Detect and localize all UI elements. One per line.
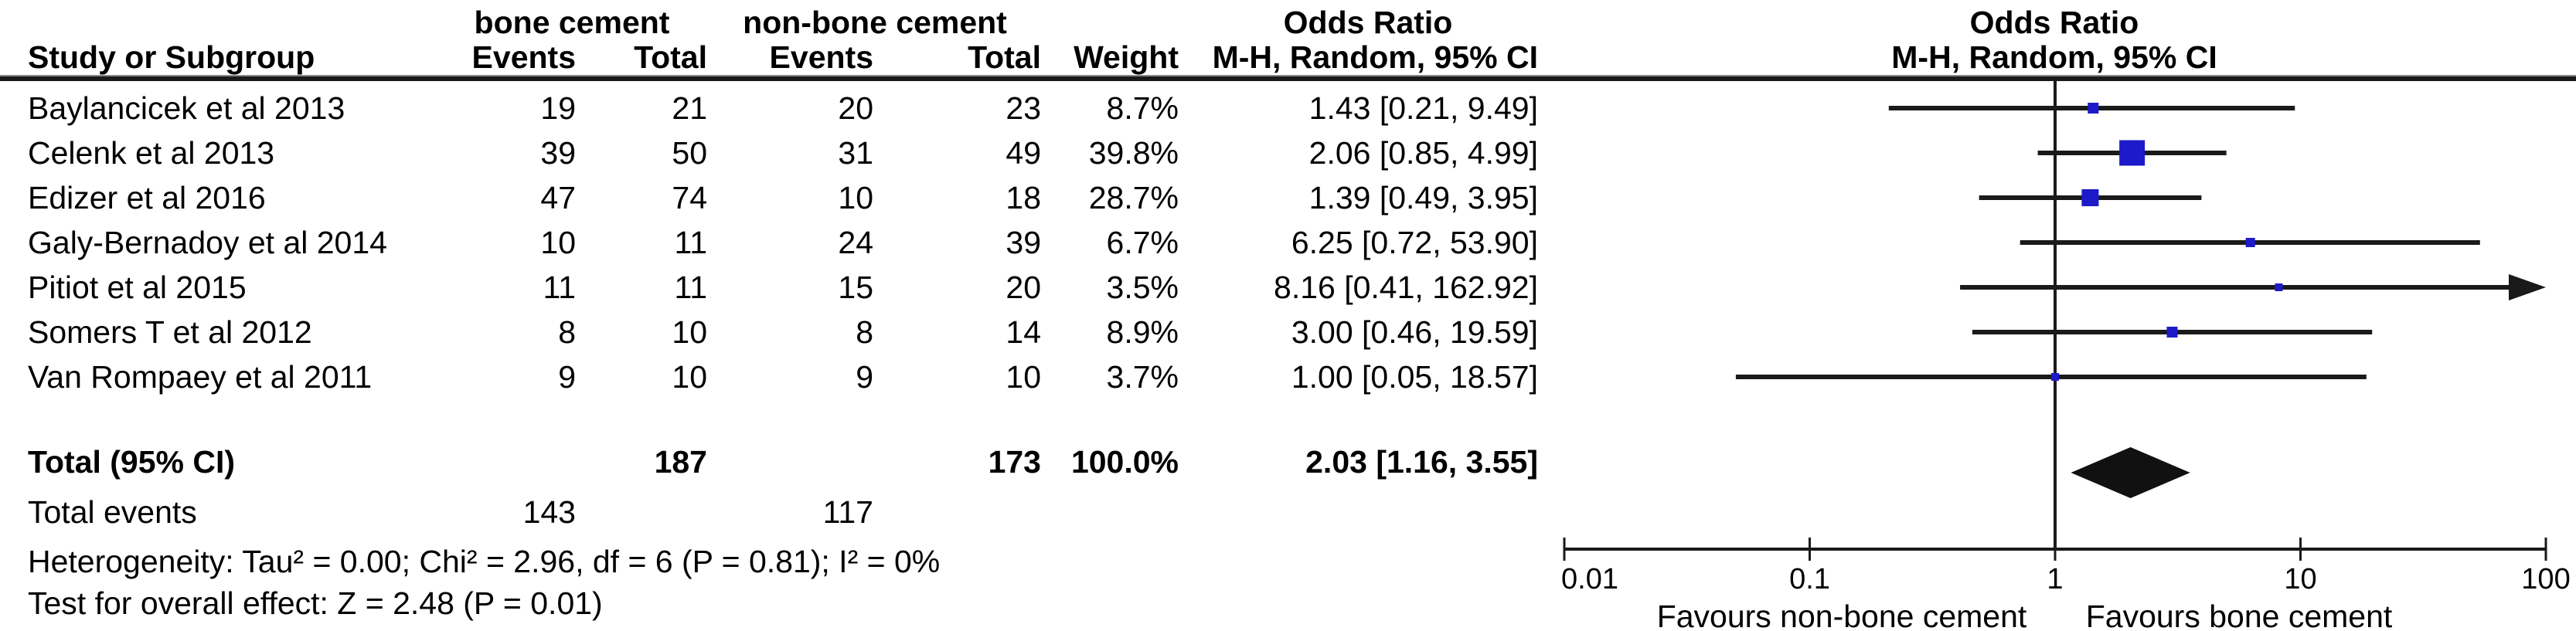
weight-value: 39.8% xyxy=(1088,135,1179,171)
total-events-events2: 117 xyxy=(822,494,873,530)
overall-effect-test: Test for overall effect: Z = 2.48 (P = 0… xyxy=(28,585,603,621)
total1-value: 11 xyxy=(674,225,707,260)
events2-value: 20 xyxy=(838,90,873,126)
total1-value: 10 xyxy=(672,359,707,395)
or-column-header-line2: M-H, Random, 95% CI xyxy=(1212,39,1538,75)
events1-value: 19 xyxy=(540,90,576,126)
axis-tick-label: 0.01 xyxy=(1561,563,1618,595)
total1-value: 11 xyxy=(674,270,707,305)
weight-value: 3.5% xyxy=(1106,270,1179,305)
weight-value: 6.7% xyxy=(1106,225,1179,260)
total1-value: 21 xyxy=(672,90,707,126)
favours-left-label: Favours non-bone cement xyxy=(1657,599,2027,631)
total-row-label: Total (95% CI) xyxy=(28,444,236,480)
or-marker xyxy=(2051,373,2059,381)
or-ci-value: 8.16 [0.41, 162.92] xyxy=(1274,270,1538,305)
total2-value: 18 xyxy=(1006,180,1041,215)
total-row-total2: 173 xyxy=(988,444,1041,480)
or-ci-value: 1.43 [0.21, 9.49] xyxy=(1308,90,1538,126)
column-header-events1: Events xyxy=(471,39,576,75)
favours-right-label: Favours bone cement xyxy=(2086,599,2393,631)
or-ci-value: 6.25 [0.72, 53.90] xyxy=(1291,225,1538,260)
total1-value: 74 xyxy=(672,180,707,215)
total-events-events1: 143 xyxy=(522,494,576,530)
summary-diamond xyxy=(2071,447,2190,498)
events1-value: 8 xyxy=(558,314,576,350)
events1-value: 47 xyxy=(540,180,576,215)
weight-value: 8.7% xyxy=(1106,90,1179,126)
axis-tick-label: 10 xyxy=(2284,563,2316,595)
or-marker xyxy=(2088,103,2099,114)
or-marker xyxy=(2166,327,2178,338)
or-column-header-line1: Odds Ratio xyxy=(1283,5,1453,40)
column-header-total2: Total xyxy=(968,39,1041,75)
events2-value: 9 xyxy=(856,359,873,395)
weight-value: 28.7% xyxy=(1088,180,1179,215)
plot-header-line1: Odds Ratio xyxy=(1969,5,2139,40)
events1-value: 11 xyxy=(543,270,576,305)
arrow-right-icon xyxy=(2509,274,2546,300)
total-row-weight: 100.0% xyxy=(1070,444,1179,480)
total-events-label: Total events xyxy=(28,494,197,530)
plot-header-line2: M-H, Random, 95% CI xyxy=(1891,39,2217,75)
or-marker xyxy=(2081,189,2099,206)
study-name: Celenk et al 2013 xyxy=(28,135,275,171)
study-name: Van Rompaey et al 2011 xyxy=(28,359,373,395)
weight-value: 3.7% xyxy=(1106,359,1179,395)
column-header-weight: Weight xyxy=(1074,39,1179,75)
events2-value: 31 xyxy=(838,135,873,171)
or-ci-value: 3.00 [0.46, 19.59] xyxy=(1291,314,1538,350)
total2-value: 14 xyxy=(1006,314,1041,350)
or-ci-value: 1.00 [0.05, 18.57] xyxy=(1291,359,1538,395)
events2-value: 15 xyxy=(838,270,873,305)
column-header-events2: Events xyxy=(769,39,873,75)
total1-value: 50 xyxy=(672,135,707,171)
column-header-total1: Total xyxy=(634,39,707,75)
total2-value: 23 xyxy=(1006,90,1041,126)
axis-tick-label: 1 xyxy=(2047,563,2063,595)
heterogeneity-stats: Heterogeneity: Tau² = 0.00; Chi² = 2.96,… xyxy=(28,544,941,579)
total2-value: 49 xyxy=(1006,135,1041,171)
events1-value: 10 xyxy=(540,225,576,260)
study-name: Baylancicek et al 2013 xyxy=(28,90,345,126)
or-ci-value: 2.06 [0.85, 4.99] xyxy=(1308,135,1538,171)
study-name: Galy-Bernadoy et al 2014 xyxy=(28,225,387,260)
total2-value: 20 xyxy=(1006,270,1041,305)
axis-tick-label: 100 xyxy=(2521,563,2570,595)
study-name: Edizer et al 2016 xyxy=(28,180,266,215)
axis-tick-label: 0.1 xyxy=(1789,563,1830,595)
total-row-total1: 187 xyxy=(654,444,707,480)
or-marker xyxy=(2275,283,2283,291)
total1-value: 10 xyxy=(672,314,707,350)
total2-value: 39 xyxy=(1006,225,1041,260)
total2-value: 10 xyxy=(1006,359,1041,395)
group2-header: non-bone cement xyxy=(743,5,1007,40)
events2-value: 24 xyxy=(838,225,873,260)
events1-value: 9 xyxy=(558,359,576,395)
events1-value: 39 xyxy=(540,135,576,171)
study-name: Somers T et al 2012 xyxy=(28,314,312,350)
events2-value: 10 xyxy=(838,180,873,215)
or-marker xyxy=(2119,140,2146,166)
or-ci-value: 1.39 [0.49, 3.95] xyxy=(1308,180,1538,215)
header-separator xyxy=(0,75,2576,81)
or-marker xyxy=(2245,238,2255,247)
events2-value: 8 xyxy=(856,314,873,350)
study-name: Pitiot et al 2015 xyxy=(28,270,247,305)
column-header-study: Study or Subgroup xyxy=(28,39,315,75)
weight-value: 8.9% xyxy=(1106,314,1179,350)
total-row-or-ci: 2.03 [1.16, 3.55] xyxy=(1305,444,1538,480)
group1-header: bone cement xyxy=(474,5,670,40)
